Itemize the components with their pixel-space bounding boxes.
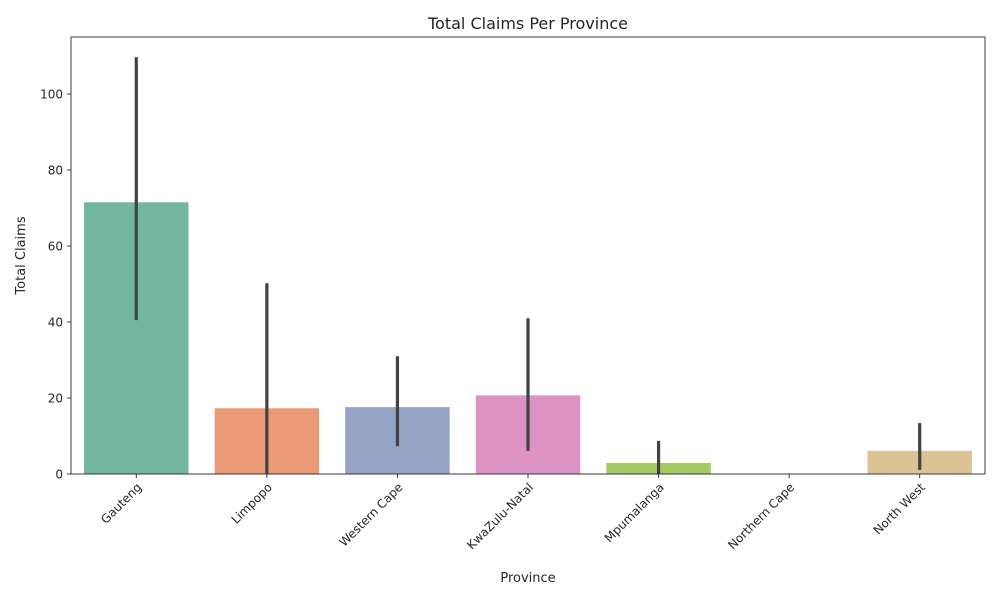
x-tick-label: Gauteng	[98, 480, 144, 526]
y-axis-label: Total Claims	[14, 216, 29, 295]
y-tick-label: 80	[48, 164, 63, 178]
error-bars-layer	[134, 57, 922, 474]
x-tick-label: Western Cape	[336, 480, 405, 549]
y-tick-label: 0	[55, 468, 63, 482]
x-tick-label: North West	[871, 480, 928, 537]
x-tick-label: Mpumalanga	[602, 480, 667, 545]
x-axis-label: Province	[500, 571, 555, 586]
x-tick-label: KwaZulu-Natal	[464, 480, 536, 552]
chart-title: Total Claims Per Province	[427, 14, 628, 33]
y-tick-label: 20	[48, 392, 63, 406]
y-tick-label: 40	[48, 316, 63, 330]
plot-frame	[70, 36, 986, 475]
y-tick-label: 60	[48, 240, 63, 254]
x-tick-label: Northern Cape	[725, 480, 797, 552]
y-axis: 0 20 40 60 80 100	[40, 88, 71, 482]
x-axis: Gauteng Limpopo Western Cape KwaZulu-Natal M…	[98, 474, 928, 552]
y-tick-label: 100	[40, 88, 63, 102]
x-tick-label: Limpopo	[229, 480, 275, 526]
